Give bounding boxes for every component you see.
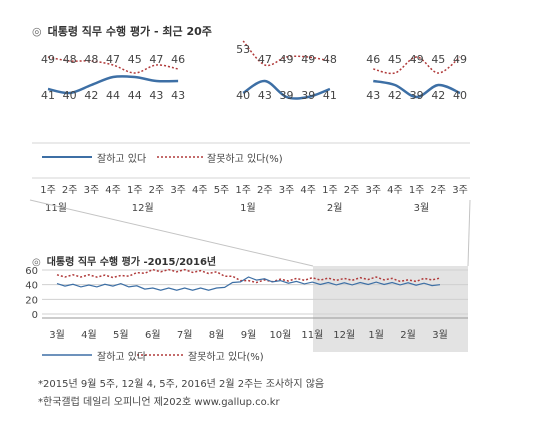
disapprove-line-segment [242, 40, 331, 67]
disapprove-data-label: 47 [149, 53, 163, 66]
bottom-chart-title: ◎ 대통령 직무 수행 평가 -2015/2016년 [32, 253, 216, 268]
x-tick-label: 2주 [431, 185, 447, 196]
approve-data-label: 44 [128, 89, 142, 102]
bottom-legend-disapprove-label: 잘못하고 있다(%) [188, 352, 264, 363]
month-tick-label: 3월 [432, 329, 448, 341]
month-tick-label: 3월 [49, 329, 65, 341]
approve-data-label: 42 [84, 89, 98, 102]
disapprove-line-segment [47, 56, 179, 74]
disapprove-data-label: 49 [410, 53, 424, 66]
month-tick-label: 1월 [368, 329, 384, 341]
survey-note: *2015년 9월 5주, 12월 4, 5주, 2016년 2월 2주는 조사… [38, 379, 325, 390]
x-tick-label: 3주 [365, 185, 381, 196]
x-tick-label: 1주 [40, 185, 56, 196]
approve-data-label: 42 [388, 89, 402, 102]
x-tick-label: 4주 [105, 185, 121, 196]
approve-data-label: 42 [431, 89, 445, 102]
x-tick-label: 5주 [214, 185, 230, 196]
disapprove-data-label: 48 [323, 53, 337, 66]
x-tick-label: 2주 [149, 185, 165, 196]
bottom-legend-approve-label: 잘하고 있다 [97, 352, 147, 363]
approve-data-label: 40 [453, 89, 467, 102]
y-tick-label: 60 [25, 266, 38, 277]
month-tick-label: 10월 [269, 329, 291, 341]
top-chart-title-text: 대통령 직무 수행 평가 - 최근 20주 [47, 25, 212, 38]
diagonal-connector-line-right [467, 199, 471, 267]
disapprove-data-label: 46 [366, 53, 380, 66]
x-tick-label: 3주 [279, 185, 295, 196]
approve-data-label: 43 [366, 89, 380, 102]
month-tick-label: 12월 [333, 329, 355, 341]
disapprove-data-label: 47 [106, 53, 120, 66]
x-tick-label: 1주 [235, 185, 251, 196]
month-tick-label: 9월 [241, 329, 257, 341]
top-legend-approve-label: 잘하고 있다 [97, 154, 147, 165]
x-tick-label: 4주 [300, 185, 316, 196]
approve-line-segment [242, 79, 331, 100]
disapprove-data-label: 47 [258, 53, 272, 66]
month-label: 12월 [132, 202, 154, 214]
disapprove-data-label: 49 [41, 53, 55, 66]
approve-data-label: 41 [41, 89, 55, 102]
month-tick-label: 4월 [81, 329, 97, 341]
source-note: *한국갤럽 데일리 오피니언 제202호 www.gallup.co.kr [38, 397, 280, 408]
title-bullet-icon: ◎ [32, 25, 42, 38]
x-tick-label: 3주 [84, 185, 100, 196]
disapprove-data-label: 49 [453, 53, 467, 66]
disapprove-data-label: 49 [301, 53, 315, 66]
approve-line [56, 276, 441, 291]
approve-data-label: 44 [106, 89, 120, 102]
disapprove-data-label: 48 [63, 53, 77, 66]
x-tick-label: 2주 [344, 185, 360, 196]
approve-data-label: 40 [63, 89, 77, 102]
x-tick-label: 2주 [257, 185, 273, 196]
month-label: 3월 [414, 202, 430, 214]
month-label: 2월 [327, 202, 343, 214]
top-legend-disapprove-label: 잘못하고 있다(%) [207, 154, 283, 165]
disapprove-data-label: 45 [431, 53, 445, 66]
disapprove-data-label: 45 [388, 53, 402, 66]
x-tick-label: 3주 [452, 185, 468, 196]
approve-data-label: 39 [301, 89, 315, 102]
approve-data-label: 43 [149, 89, 163, 102]
disapprove-data-label: 46 [171, 53, 185, 66]
disapprove-data-label: 48 [84, 53, 98, 66]
x-tick-label: 1주 [409, 185, 425, 196]
x-tick-label: 1주 [322, 185, 338, 196]
bottom-chart-title-text: 대통령 직무 수행 평가 -2015/2016년 [46, 257, 217, 268]
approve-data-label: 39 [410, 89, 424, 102]
month-tick-label: 11월 [301, 329, 323, 341]
month-tick-label: 2월 [400, 329, 416, 341]
x-tick-label: 1주 [127, 185, 143, 196]
y-tick-label: 20 [25, 295, 38, 306]
disapprove-line-segment [373, 56, 461, 75]
approve-data-label: 40 [236, 89, 250, 102]
x-tick-label: 3주 [170, 185, 186, 196]
top-chart-title: ◎ 대통령 직무 수행 평가 - 최근 20주 [32, 23, 212, 39]
x-tick-label: 2주 [62, 185, 78, 196]
approve-line-segment [47, 74, 179, 95]
month-tick-label: 7월 [177, 329, 193, 341]
disapprove-data-label: 53 [236, 43, 250, 56]
disapprove-data-label: 49 [280, 53, 294, 66]
title-bullet-icon: ◎ [32, 257, 41, 268]
approve-data-label: 43 [171, 89, 185, 102]
month-tick-label: 6월 [145, 329, 161, 341]
x-tick-label: 4주 [192, 185, 208, 196]
month-tick-label: 8월 [209, 329, 225, 341]
approve-data-label: 41 [323, 89, 337, 102]
month-tick-label: 5월 [113, 329, 129, 341]
approve-data-label: 39 [280, 89, 294, 102]
y-tick-label: 0 [32, 310, 38, 321]
approve-line-segment [373, 79, 461, 99]
month-label: 1월 [240, 202, 256, 214]
top-chart: 41 40 42 44 44 43 43 40 43 39 39 41 43 42 39 42 40 49 48 48… [32, 40, 470, 214]
disapprove-line [56, 268, 441, 284]
disapprove-data-label: 45 [128, 53, 142, 66]
approve-data-label: 43 [258, 89, 272, 102]
x-tick-label: 4주 [387, 185, 403, 196]
diagonal-connector-line [29, 199, 314, 267]
y-tick-label: 40 [25, 281, 38, 292]
